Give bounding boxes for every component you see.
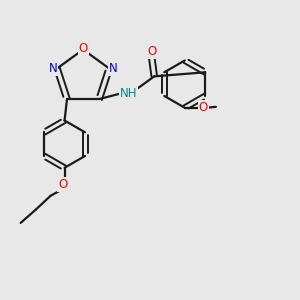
Text: N: N (109, 62, 118, 75)
Text: O: O (58, 178, 68, 191)
Text: O: O (148, 45, 157, 58)
Text: NH: NH (120, 87, 137, 100)
Text: O: O (199, 101, 208, 114)
Text: O: O (79, 42, 88, 55)
Text: N: N (49, 62, 57, 75)
